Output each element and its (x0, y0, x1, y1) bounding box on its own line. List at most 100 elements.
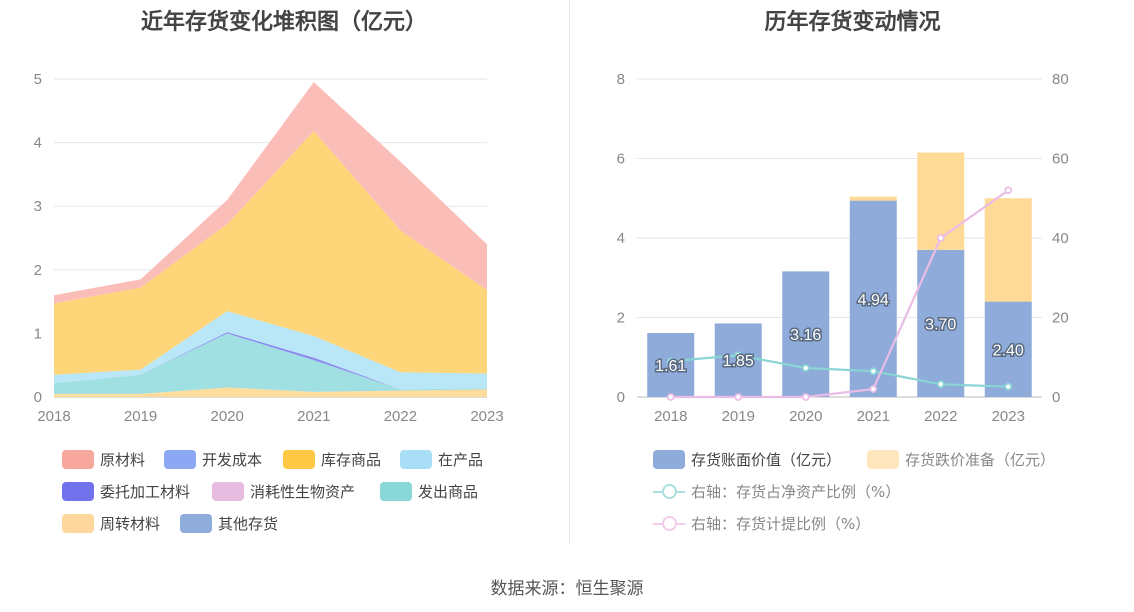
legend-swatch (380, 482, 412, 501)
y2-tick-label: 0 (1052, 389, 1060, 406)
line-point (666, 393, 675, 401)
x-tick-label: 2021 (297, 408, 330, 425)
legend-item[interactable]: 库存商品 (283, 449, 381, 470)
bar-value-label: 3.70 (925, 316, 956, 333)
legend-label: 原材料 (100, 451, 146, 469)
x-tick-label: 2018 (37, 408, 70, 425)
legend-item[interactable]: 右轴：存货占净资产比例（%） (653, 481, 900, 502)
legend-item[interactable]: 右轴：存货计提比例（%） (653, 513, 870, 534)
line-point (734, 351, 743, 360)
legend-swatch (62, 450, 94, 469)
legend-item[interactable]: 消耗性生物资产 (212, 481, 355, 502)
line-point (1004, 382, 1013, 391)
bar-value-label: 4.94 (858, 292, 889, 309)
legend-item[interactable]: 在产品 (400, 449, 483, 470)
stacked-area-chart-panel: 近年存货变化堆积图（亿元） 0 1 2 3 4 5 2018 2019 2020 2021 2022… (0, 0, 568, 545)
legend-label: 库存商品 (321, 451, 382, 469)
line-point (869, 367, 878, 376)
bar-line-chart-panel: 历年存货变动情况 0 2 4 6 8 0 20 40 60 80 2018 2019 2020 2021 2… (571, 0, 1134, 545)
bar-1 (849, 196, 897, 201)
legend-item[interactable]: 存货账面价值（亿元） (653, 449, 841, 470)
y2-tick-label: 40 (1052, 230, 1069, 247)
area-series-1 (54, 333, 487, 394)
legend-label: 右轴：存货计提比例（%） (691, 515, 871, 533)
line-point (801, 393, 810, 401)
line-point (869, 385, 878, 393)
x-tick-label: 2023 (992, 408, 1025, 425)
line-point (666, 357, 675, 366)
bar-value-label: 3.16 (790, 327, 821, 344)
legend-label: 周转材料 (100, 515, 161, 533)
legend-swatch (400, 450, 432, 469)
legend-swatch (867, 450, 899, 469)
bar-0 (782, 271, 830, 397)
x-tick-label: 2023 (470, 408, 503, 425)
bar-value-label: 1.85 (723, 353, 754, 370)
area-series-3 (54, 311, 487, 390)
y-tick-label: 3 (34, 198, 42, 215)
x-tick-label: 2018 (654, 408, 687, 425)
legend-swatch (653, 450, 685, 469)
x-tick-label: 2021 (857, 408, 890, 425)
x-tick-label: 2019 (722, 408, 755, 425)
bar-0 (714, 323, 762, 397)
legend-swatch (62, 514, 94, 533)
x-tick-label: 2022 (384, 408, 417, 425)
y-tick-label: 2 (34, 262, 42, 279)
y-tick-label: 4 (34, 135, 42, 152)
area-series-4 (54, 131, 487, 375)
y-tick-label: 0 (34, 389, 42, 406)
bar-1 (917, 152, 965, 250)
line-series-0 (670, 354, 1009, 388)
y-tick-label: 5 (34, 71, 42, 88)
legend-swatch (653, 514, 685, 533)
x-tick-label: 2020 (211, 408, 244, 425)
legend-swatch (653, 482, 685, 501)
area-series-5 (54, 82, 487, 304)
legend-label: 消耗性生物资产 (250, 483, 356, 501)
area-chart-title: 近年存货变化堆积图（亿元） (140, 10, 427, 35)
legend-label: 委托加工材料 (100, 483, 191, 501)
line-series-1 (670, 189, 1009, 399)
legend-item[interactable]: 原材料 (62, 449, 145, 470)
x-tick-label: 2019 (124, 408, 157, 425)
area-series-0 (54, 387, 487, 397)
legend-swatch (180, 514, 212, 533)
legend-swatch (164, 450, 196, 469)
y-tick-label: 6 (617, 151, 625, 168)
bar-1 (984, 198, 1032, 302)
bar-0 (984, 301, 1032, 397)
y-tick-label: 1 (34, 325, 42, 342)
line-point (734, 393, 743, 401)
panel-divider (569, 0, 570, 545)
legend-label: 存货跌价准备（亿元） (905, 451, 1056, 469)
y2-tick-label: 20 (1052, 310, 1069, 327)
y-tick-label: 2 (617, 310, 625, 327)
y-tick-label: 8 (617, 71, 625, 88)
x-tick-label: 2022 (924, 408, 957, 425)
legend-item[interactable]: 委托加工材料 (62, 481, 190, 502)
line-point (1004, 186, 1013, 195)
legend-item[interactable]: 存货跌价准备（亿元） (867, 449, 1055, 470)
y2-tick-label: 80 (1052, 71, 1069, 88)
legend-label: 右轴：存货占净资产比例（%） (691, 483, 901, 501)
line-point (936, 380, 945, 389)
legend-item[interactable]: 其他存货 (180, 513, 278, 534)
bar-0 (849, 200, 897, 397)
legend-label: 其他存货 (218, 515, 279, 533)
line-point (801, 364, 810, 372)
legend-item[interactable]: 开发成本 (164, 449, 262, 470)
legend-label: 发出商品 (418, 483, 479, 501)
legend-label: 存货账面价值（亿元） (691, 451, 842, 469)
legend-label: 在产品 (438, 451, 484, 469)
y-tick-label: 4 (617, 230, 625, 247)
legend-swatch (62, 482, 94, 501)
data-source-note: 数据来源：恒生聚源 (490, 579, 644, 599)
legend-item[interactable]: 发出商品 (380, 481, 478, 502)
legend-item[interactable]: 周转材料 (62, 513, 160, 534)
line-point (936, 234, 945, 242)
x-tick-label: 2020 (789, 408, 822, 425)
legend-swatch (212, 482, 244, 501)
legend-swatch (283, 450, 315, 469)
